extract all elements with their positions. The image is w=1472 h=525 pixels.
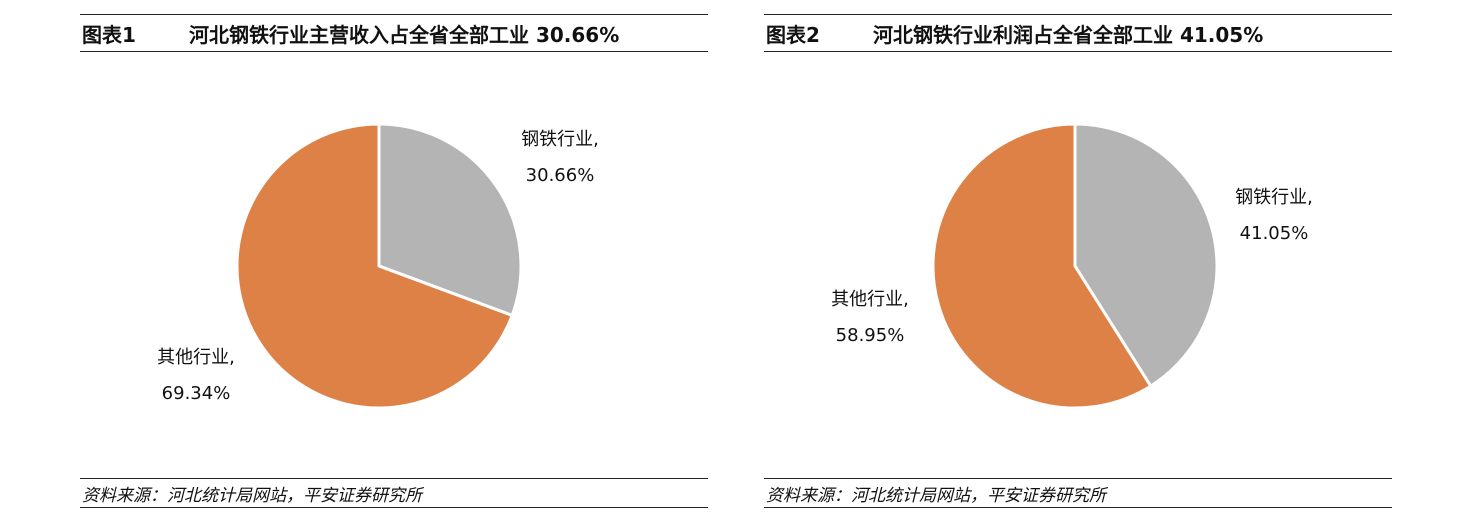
slice-label-value: 41.05% xyxy=(1239,223,1309,244)
figure-title-bar: 图表1 河北钢铁行业主营收入占全省全部工业 30.66% xyxy=(80,14,708,52)
chart-panel-1: 图表1 河北钢铁行业主营收入占全省全部工业 30.66% 钢铁行业, 30.66… xyxy=(80,0,708,525)
chart-panel-2: 图表2 河北钢铁行业利润占全省全部工业 41.05% 钢铁行业, 41.05% … xyxy=(764,0,1392,525)
slice-label-name: 其他行业, xyxy=(831,289,909,310)
slice-label-other: 其他行业, 69.34% xyxy=(136,340,256,412)
figure-title: 河北钢铁行业主营收入占全省全部工业 30.66% xyxy=(189,22,620,47)
figure-label: 图表2 xyxy=(766,22,820,47)
slice-label-value: 69.34% xyxy=(161,383,231,404)
figure-title: 河北钢铁行业利润占全省全部工业 41.05% xyxy=(873,22,1264,47)
pie-slice-other xyxy=(931,122,1153,410)
figure-title-bar: 图表2 河北钢铁行业利润占全省全部工业 41.05% xyxy=(764,14,1392,52)
source-note: 资料来源：河北统计局网站，平安证券研究所 xyxy=(764,478,1392,508)
slice-label-other: 其他行业, 58.95% xyxy=(810,282,930,354)
source-note: 资料来源：河北统计局网站，平安证券研究所 xyxy=(80,478,708,508)
slice-label-steel: 钢铁行业, 41.05% xyxy=(1214,180,1334,252)
pie-chart xyxy=(235,122,523,410)
pie-chart-area: 钢铁行业, 41.05% 其他行业, 58.95% xyxy=(764,60,1392,470)
figure-label: 图表1 xyxy=(82,22,136,47)
slice-label-value: 58.95% xyxy=(835,325,905,346)
slice-label-value: 30.66% xyxy=(525,165,595,186)
slice-label-name: 其他行业, xyxy=(157,347,235,368)
slice-label-name: 钢铁行业, xyxy=(1235,187,1313,208)
pie-chart xyxy=(931,122,1219,410)
pie-slice-steel xyxy=(377,122,523,317)
pie-chart-area: 钢铁行业, 30.66% 其他行业, 69.34% xyxy=(80,60,708,470)
pie-slice-other xyxy=(235,122,514,410)
slice-label-name: 钢铁行业, xyxy=(521,129,599,150)
slice-label-steel: 钢铁行业, 30.66% xyxy=(500,122,620,194)
